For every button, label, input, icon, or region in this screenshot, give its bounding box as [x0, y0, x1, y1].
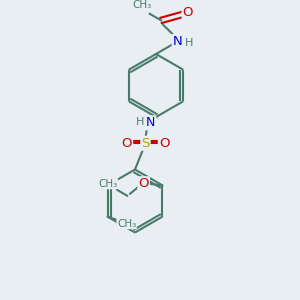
- Text: O: O: [138, 177, 149, 190]
- Text: N: N: [173, 35, 182, 48]
- Text: S: S: [141, 137, 150, 150]
- Text: H: H: [185, 38, 193, 48]
- Text: CH₃: CH₃: [132, 0, 151, 11]
- Text: CH₃: CH₃: [98, 179, 118, 189]
- Text: CH₃: CH₃: [117, 219, 136, 229]
- Text: N: N: [146, 116, 155, 129]
- Text: H: H: [136, 117, 145, 127]
- Text: O: O: [182, 6, 193, 20]
- Text: O: O: [122, 137, 132, 150]
- Text: O: O: [159, 137, 169, 150]
